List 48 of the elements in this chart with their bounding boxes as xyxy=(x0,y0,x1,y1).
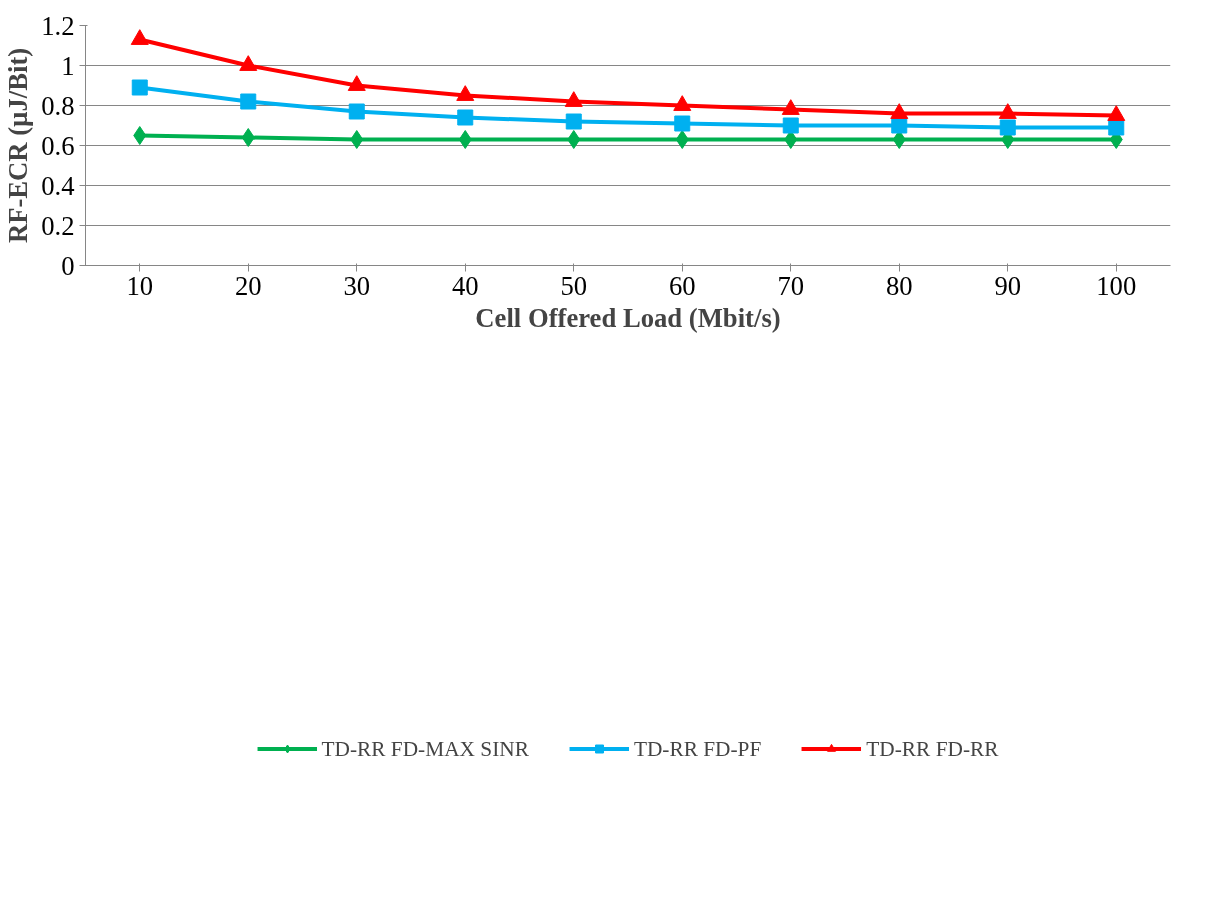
legend-label: TD-RR FD-MAX SINR xyxy=(321,736,529,762)
point xyxy=(565,113,582,130)
point xyxy=(891,117,908,134)
point xyxy=(782,117,799,134)
point xyxy=(781,99,800,115)
point xyxy=(457,109,474,126)
point xyxy=(674,115,691,132)
point xyxy=(673,95,692,111)
point xyxy=(564,91,583,107)
y-tick-label: 1 xyxy=(61,50,75,81)
point xyxy=(456,85,475,101)
point xyxy=(675,130,689,149)
point xyxy=(1108,119,1125,136)
x-tick-label: 20 xyxy=(234,270,262,301)
x-tick-label: 70 xyxy=(777,270,805,301)
y-axis-title: RF-ECR (µJ/Bit) xyxy=(3,47,34,244)
x-tick-label: 50 xyxy=(560,270,588,301)
legend-label: TD-RR FD-PF xyxy=(633,736,762,762)
x-tick-label: 100 xyxy=(1096,270,1137,301)
y-tick-label: 0 xyxy=(61,250,75,281)
point xyxy=(241,128,255,147)
x-tick-label: 30 xyxy=(343,270,371,301)
point xyxy=(1107,105,1126,121)
x-tick-label: 80 xyxy=(885,270,913,301)
point xyxy=(890,103,909,119)
point xyxy=(999,119,1016,136)
x-axis-title: Cell Offered Load (Mbit/s) xyxy=(475,302,781,333)
x-tick-label: 10 xyxy=(126,270,154,301)
x-tick-label: 40 xyxy=(451,270,479,301)
y-tick-label: 0.8 xyxy=(41,90,75,121)
point xyxy=(131,79,148,96)
x-tick-label: 90 xyxy=(994,270,1022,301)
point xyxy=(350,130,364,149)
point xyxy=(567,130,581,149)
point xyxy=(348,103,365,120)
y-tick-label: 0.2 xyxy=(41,210,75,241)
point xyxy=(347,75,366,91)
point xyxy=(133,126,147,145)
legend-label: TD-RR FD-RR xyxy=(866,736,999,762)
point xyxy=(458,130,472,149)
point xyxy=(240,93,257,110)
point xyxy=(130,29,149,45)
y-tick-label: 1.2 xyxy=(41,10,75,41)
point xyxy=(998,103,1017,119)
y-tick-label: 0.6 xyxy=(41,130,75,161)
y-tick-label: 0.4 xyxy=(41,170,75,201)
x-tick-label: 60 xyxy=(668,270,696,301)
point xyxy=(239,55,258,71)
